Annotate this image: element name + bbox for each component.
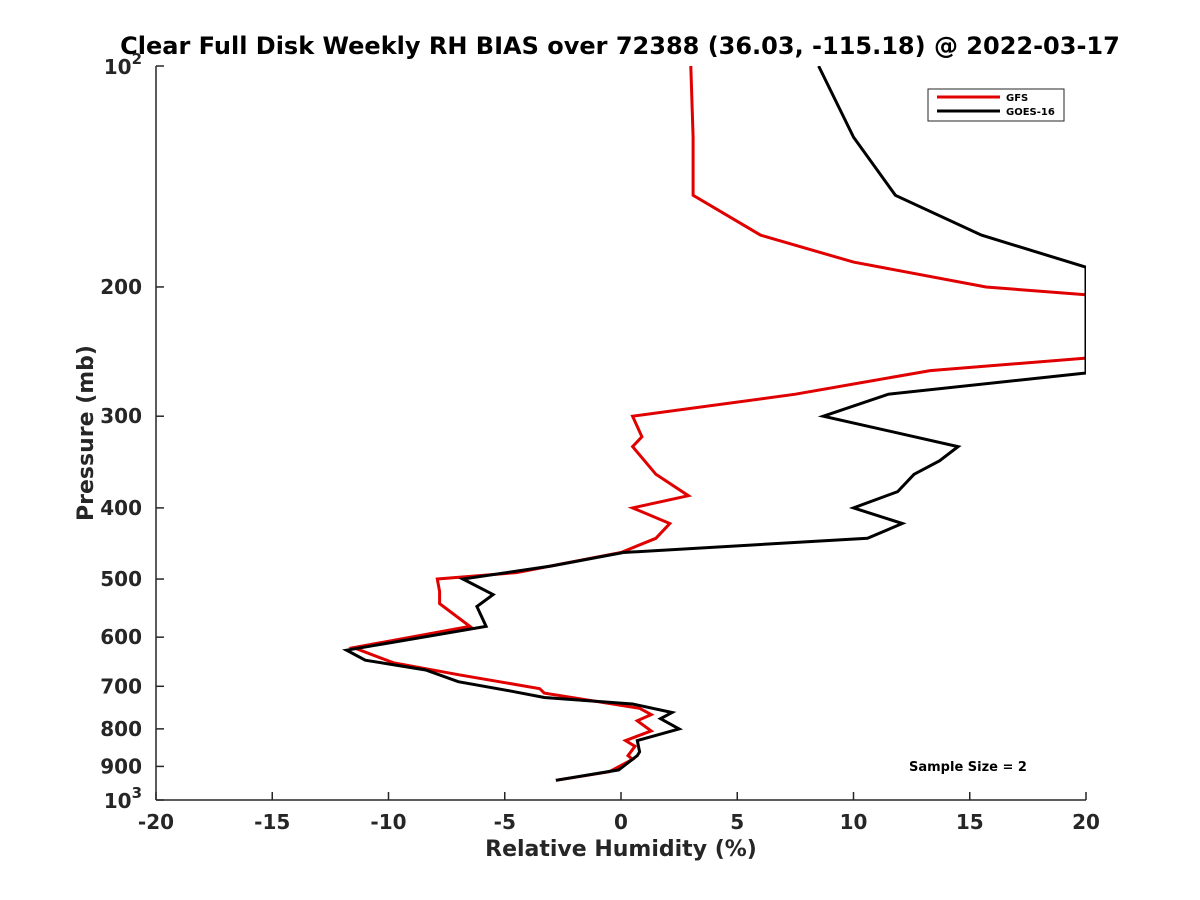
x-tick-label: 15	[956, 810, 984, 834]
y-tick-base: 10	[104, 789, 132, 813]
y-tick-label: 800	[100, 717, 142, 741]
x-axis-label: Relative Humidity (%)	[485, 837, 757, 862]
sample-size-annotation: Sample Size = 2	[909, 760, 1027, 775]
x-tick-label: 20	[1072, 810, 1100, 834]
y-tick-label: 900	[100, 754, 142, 778]
series-line-goes-16	[342, 66, 1086, 782]
y-tick-label: 200	[100, 275, 142, 299]
series-line-gfs	[348, 66, 1086, 782]
x-tick-label: -5	[494, 810, 516, 834]
y-tick-label: 600	[100, 625, 142, 649]
axes	[155, 66, 1086, 801]
y-tick-label: 500	[100, 567, 142, 591]
x-axis-ticks: -20 -15 -10 -5 0 5 10 15 20	[138, 792, 1100, 834]
series-lines	[342, 66, 1086, 782]
legend-label: GFS	[1006, 93, 1028, 104]
x-tick-label: 10	[840, 810, 868, 834]
y-tick-exponent: 3	[132, 784, 142, 802]
y-tick-exponent: 2	[132, 50, 142, 68]
y-tick-label: 300	[100, 404, 142, 428]
y-tick-label: 103	[104, 784, 142, 813]
x-tick-label: -15	[254, 810, 290, 834]
y-tick-base: 10	[104, 55, 132, 79]
legend-label: GOES-16	[1006, 107, 1055, 118]
y-axis-label: Pressure (mb)	[74, 345, 99, 521]
x-tick-label: 5	[730, 810, 744, 834]
chart-title: Clear Full Disk Weekly RH BIAS over 7238…	[120, 32, 1120, 60]
x-tick-label: -10	[370, 810, 406, 834]
y-tick-label: 700	[100, 674, 142, 698]
x-tick-label: -20	[138, 810, 174, 834]
y-tick-label: 400	[100, 496, 142, 520]
y-tick-label: 102	[104, 50, 142, 79]
legend[interactable]: GFS GOES-16	[927, 88, 1065, 122]
legend-box	[927, 88, 1065, 122]
x-tick-label: 0	[614, 810, 628, 834]
